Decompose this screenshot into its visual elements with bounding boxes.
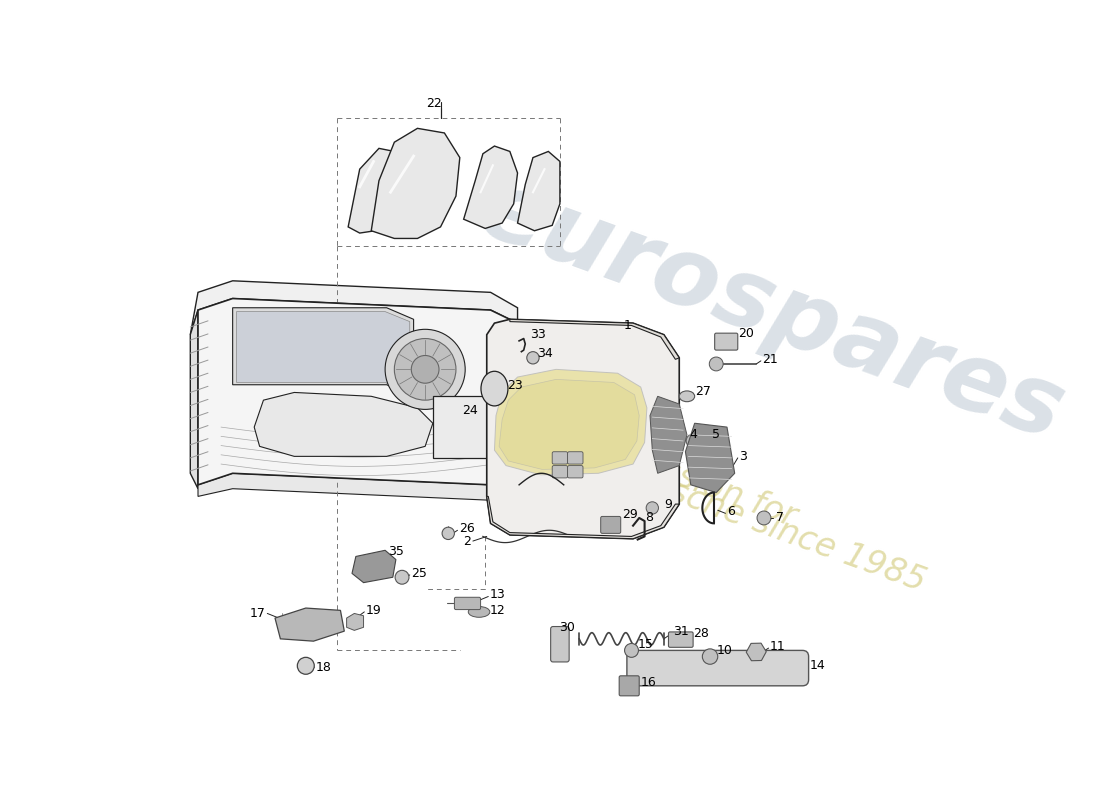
FancyBboxPatch shape [715,333,738,350]
FancyBboxPatch shape [454,598,481,610]
Text: 30: 30 [559,621,575,634]
Text: 33: 33 [530,328,546,341]
Text: 20: 20 [738,326,754,340]
Polygon shape [275,608,344,641]
Polygon shape [499,379,639,470]
Circle shape [703,649,718,664]
FancyBboxPatch shape [568,452,583,464]
Polygon shape [352,550,396,582]
FancyBboxPatch shape [552,452,568,464]
Polygon shape [650,396,686,474]
Text: 27: 27 [695,385,711,398]
Polygon shape [190,281,517,334]
Text: 15: 15 [638,638,653,650]
Text: 3: 3 [739,450,747,463]
Text: 14: 14 [810,659,826,672]
Polygon shape [464,146,517,229]
Text: 21: 21 [762,353,778,366]
Circle shape [710,435,723,450]
Polygon shape [486,496,680,538]
Text: 6: 6 [727,506,735,518]
Circle shape [625,643,638,658]
Circle shape [757,511,771,525]
Text: 1: 1 [624,319,631,332]
Circle shape [395,338,456,400]
Polygon shape [486,319,680,538]
Text: 18: 18 [316,661,332,674]
Text: 34: 34 [538,347,553,361]
Text: porsche since 1985: porsche since 1985 [613,456,931,598]
Polygon shape [348,148,398,233]
Ellipse shape [481,371,508,406]
Text: 9: 9 [664,498,672,510]
Text: 10: 10 [716,644,733,657]
Ellipse shape [680,391,695,402]
Text: 17: 17 [250,607,266,620]
Text: 35: 35 [388,546,404,558]
Text: 23: 23 [507,379,522,392]
Polygon shape [372,128,460,238]
Text: eurospares: eurospares [466,162,1077,461]
Text: 29: 29 [623,508,638,522]
Circle shape [710,357,723,371]
FancyBboxPatch shape [601,517,620,534]
Text: 24: 24 [462,404,477,417]
Text: 13: 13 [490,589,506,602]
FancyBboxPatch shape [619,676,639,696]
Text: 31: 31 [673,626,689,638]
Polygon shape [433,396,491,458]
Circle shape [686,434,700,448]
FancyBboxPatch shape [551,626,569,662]
Polygon shape [198,474,517,500]
Polygon shape [190,310,198,489]
Text: 26: 26 [459,522,475,535]
Polygon shape [198,298,517,485]
Polygon shape [685,423,735,493]
Polygon shape [236,312,409,393]
Text: 16: 16 [640,676,657,690]
Text: 8: 8 [646,511,653,525]
Circle shape [442,527,454,539]
Circle shape [385,330,465,410]
Polygon shape [510,319,680,359]
Text: 2: 2 [463,534,472,547]
FancyBboxPatch shape [627,650,808,686]
Circle shape [297,658,315,674]
Text: 4: 4 [690,428,697,442]
Text: 11: 11 [770,640,785,653]
Polygon shape [254,393,433,456]
Text: 28: 28 [693,627,710,640]
Ellipse shape [469,606,490,618]
Polygon shape [346,614,363,630]
FancyBboxPatch shape [552,466,568,478]
FancyBboxPatch shape [568,466,583,478]
FancyBboxPatch shape [669,632,693,647]
Polygon shape [233,308,414,396]
Circle shape [411,355,439,383]
Text: 5: 5 [712,428,720,442]
Polygon shape [495,370,647,475]
Text: 7: 7 [777,511,784,525]
Text: a passion for: a passion for [588,429,801,534]
Circle shape [395,570,409,584]
Text: 19: 19 [366,604,382,617]
Polygon shape [517,151,560,230]
Text: 22: 22 [427,98,442,110]
Circle shape [527,352,539,364]
Text: 25: 25 [411,567,427,580]
Text: 12: 12 [490,604,506,617]
Circle shape [646,502,659,514]
